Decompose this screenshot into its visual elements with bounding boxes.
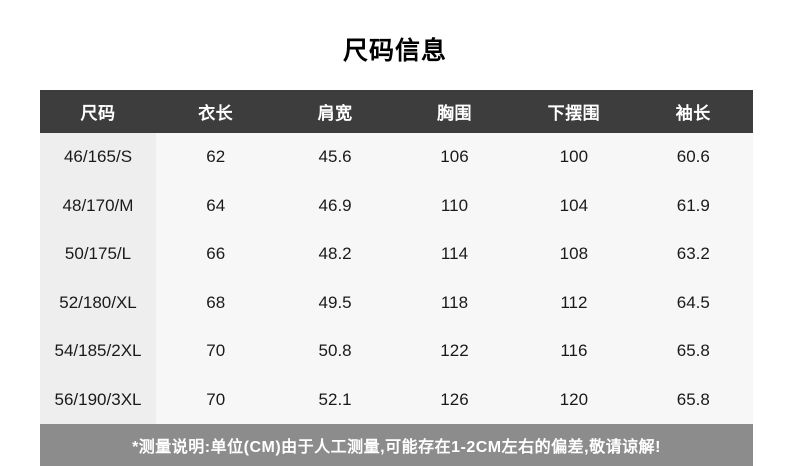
cell-size: 52/180/XL (40, 278, 156, 327)
cell-length: 70 (156, 327, 276, 376)
table-row: 50/175/L 66 48.2 114 108 63.2 (40, 230, 753, 279)
col-header-shoulder: 肩宽 (275, 90, 395, 133)
cell-length: 62 (156, 133, 276, 182)
table-row: 56/190/3XL 70 52.1 126 120 65.8 (40, 375, 753, 424)
col-header-sleeve: 袖长 (633, 90, 753, 133)
cell-size: 48/170/M (40, 181, 156, 230)
cell-size: 54/185/2XL (40, 327, 156, 376)
col-header-length: 衣长 (156, 90, 276, 133)
cell-sleeve: 61.9 (633, 181, 753, 230)
cell-shoulder: 46.9 (275, 181, 395, 230)
cell-hem: 112 (514, 278, 634, 327)
col-header-chest: 胸围 (394, 90, 515, 133)
title-area: 尺码信息 (0, 0, 790, 90)
cell-chest: 114 (394, 230, 515, 279)
measurement-note: *测量说明:单位(CM)由于人工测量,可能存在1-2CM左右的偏差,敬请谅解! (40, 424, 753, 466)
table-header-row: 尺码 衣长 肩宽 胸围 下摆围 袖长 (40, 90, 753, 133)
cell-length: 68 (156, 278, 276, 327)
cell-chest: 122 (394, 327, 515, 376)
cell-chest: 110 (394, 181, 515, 230)
page-title: 尺码信息 (342, 37, 447, 65)
cell-shoulder: 49.5 (275, 278, 395, 327)
col-header-size: 尺码 (40, 90, 156, 133)
cell-chest: 126 (394, 375, 515, 424)
cell-sleeve: 64.5 (633, 278, 753, 327)
col-header-hem: 下摆围 (514, 90, 634, 133)
cell-hem: 104 (514, 181, 634, 230)
cell-sleeve: 65.8 (633, 327, 753, 376)
cell-length: 70 (156, 375, 276, 424)
cell-length: 64 (156, 181, 276, 230)
cell-length: 66 (156, 230, 276, 279)
cell-hem: 116 (514, 327, 634, 376)
cell-sleeve: 60.6 (633, 133, 753, 182)
cell-chest: 106 (394, 133, 515, 182)
cell-hem: 120 (514, 375, 634, 424)
cell-shoulder: 45.6 (275, 133, 395, 182)
table-row: 48/170/M 64 46.9 110 104 61.9 (40, 181, 753, 230)
table-row: 46/165/S 62 45.6 106 100 60.6 (40, 133, 753, 182)
cell-size: 50/175/L (40, 230, 156, 279)
cell-shoulder: 50.8 (275, 327, 395, 376)
cell-hem: 108 (514, 230, 634, 279)
cell-hem: 100 (514, 133, 634, 182)
cell-sleeve: 65.8 (633, 375, 753, 424)
cell-chest: 118 (394, 278, 515, 327)
size-table: 尺码 衣长 肩宽 胸围 下摆围 袖长 46/165/S 62 45.6 106 … (40, 90, 753, 424)
cell-sleeve: 63.2 (633, 230, 753, 279)
table-row: 54/185/2XL 70 50.8 122 116 65.8 (40, 327, 753, 376)
cell-size: 46/165/S (40, 133, 156, 182)
table-row: 52/180/XL 68 49.5 118 112 64.5 (40, 278, 753, 327)
cell-shoulder: 48.2 (275, 230, 395, 279)
cell-size: 56/190/3XL (40, 375, 156, 424)
cell-shoulder: 52.1 (275, 375, 395, 424)
